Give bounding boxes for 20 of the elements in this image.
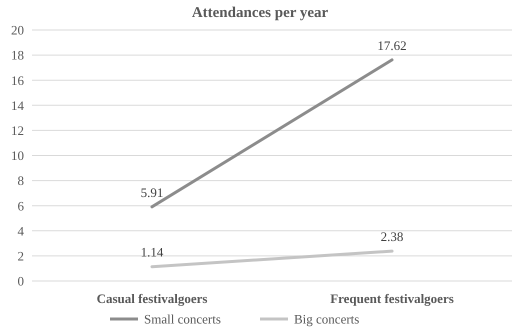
y-tick-label: 12 xyxy=(11,122,24,138)
y-tick-label: 18 xyxy=(11,48,24,63)
y-tick-label: 4 xyxy=(18,223,24,238)
data-label: 1.14 xyxy=(140,244,164,260)
y-tick-label: 2 xyxy=(18,248,24,264)
legend-label: Small concerts xyxy=(144,312,221,327)
data-label: 17.62 xyxy=(377,38,407,53)
x-tick-label: Frequent festivalgoers xyxy=(330,291,454,306)
y-tick-label: 16 xyxy=(11,72,24,88)
y-tick-label: 8 xyxy=(18,173,24,188)
y-tick-label: 20 xyxy=(11,22,24,38)
y-tick-label: 0 xyxy=(18,274,24,289)
y-tick-label: 10 xyxy=(11,148,24,164)
y-tick-label: 6 xyxy=(18,198,24,214)
chart-title: Attendances per year xyxy=(192,5,329,21)
data-label: 5.91 xyxy=(140,184,164,200)
x-tick-label: Casual festivalgoers xyxy=(96,291,208,306)
y-tick-label: 14 xyxy=(11,98,24,113)
data-label: 2.38 xyxy=(380,229,404,244)
legend-label: Big concerts xyxy=(294,312,360,327)
